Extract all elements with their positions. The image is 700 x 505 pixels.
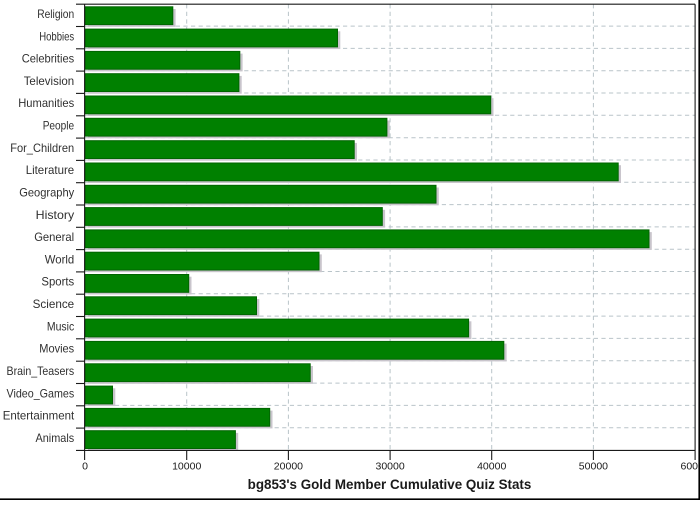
svg-text:bg853's Gold Member Cumulative: bg853's Gold Member Cumulative Quiz Stat… — [248, 476, 532, 492]
svg-text:Science: Science — [33, 297, 75, 311]
svg-text:Celebrities: Celebrities — [22, 52, 75, 66]
svg-text:History: History — [36, 208, 75, 222]
svg-text:Television: Television — [24, 74, 75, 88]
svg-text:Video_Games: Video_Games — [7, 386, 75, 400]
svg-text:Animals: Animals — [36, 431, 75, 445]
svg-text:Religion: Religion — [37, 7, 74, 21]
svg-text:World: World — [45, 252, 74, 266]
svg-text:20000: 20000 — [274, 461, 303, 473]
svg-text:General: General — [34, 230, 74, 244]
svg-text:60000: 60000 — [680, 461, 700, 473]
svg-text:Brain_Teasers: Brain_Teasers — [7, 364, 75, 378]
svg-text:People: People — [43, 119, 75, 133]
svg-text:Entertainment: Entertainment — [3, 409, 75, 423]
svg-text:Literature: Literature — [26, 163, 75, 177]
svg-text:Hobbies: Hobbies — [39, 29, 74, 43]
svg-text:50000: 50000 — [579, 461, 608, 473]
svg-text:10000: 10000 — [172, 461, 201, 473]
svg-text:Geography: Geography — [19, 186, 74, 200]
svg-text:Humanities: Humanities — [18, 96, 74, 110]
svg-text:0: 0 — [82, 461, 88, 473]
svg-text:Sports: Sports — [41, 275, 74, 289]
svg-text:40000: 40000 — [477, 461, 506, 473]
svg-text:Movies: Movies — [39, 342, 74, 356]
svg-text:30000: 30000 — [375, 461, 404, 473]
svg-text:Music: Music — [47, 319, 74, 333]
svg-text:For_Children: For_Children — [10, 141, 74, 155]
